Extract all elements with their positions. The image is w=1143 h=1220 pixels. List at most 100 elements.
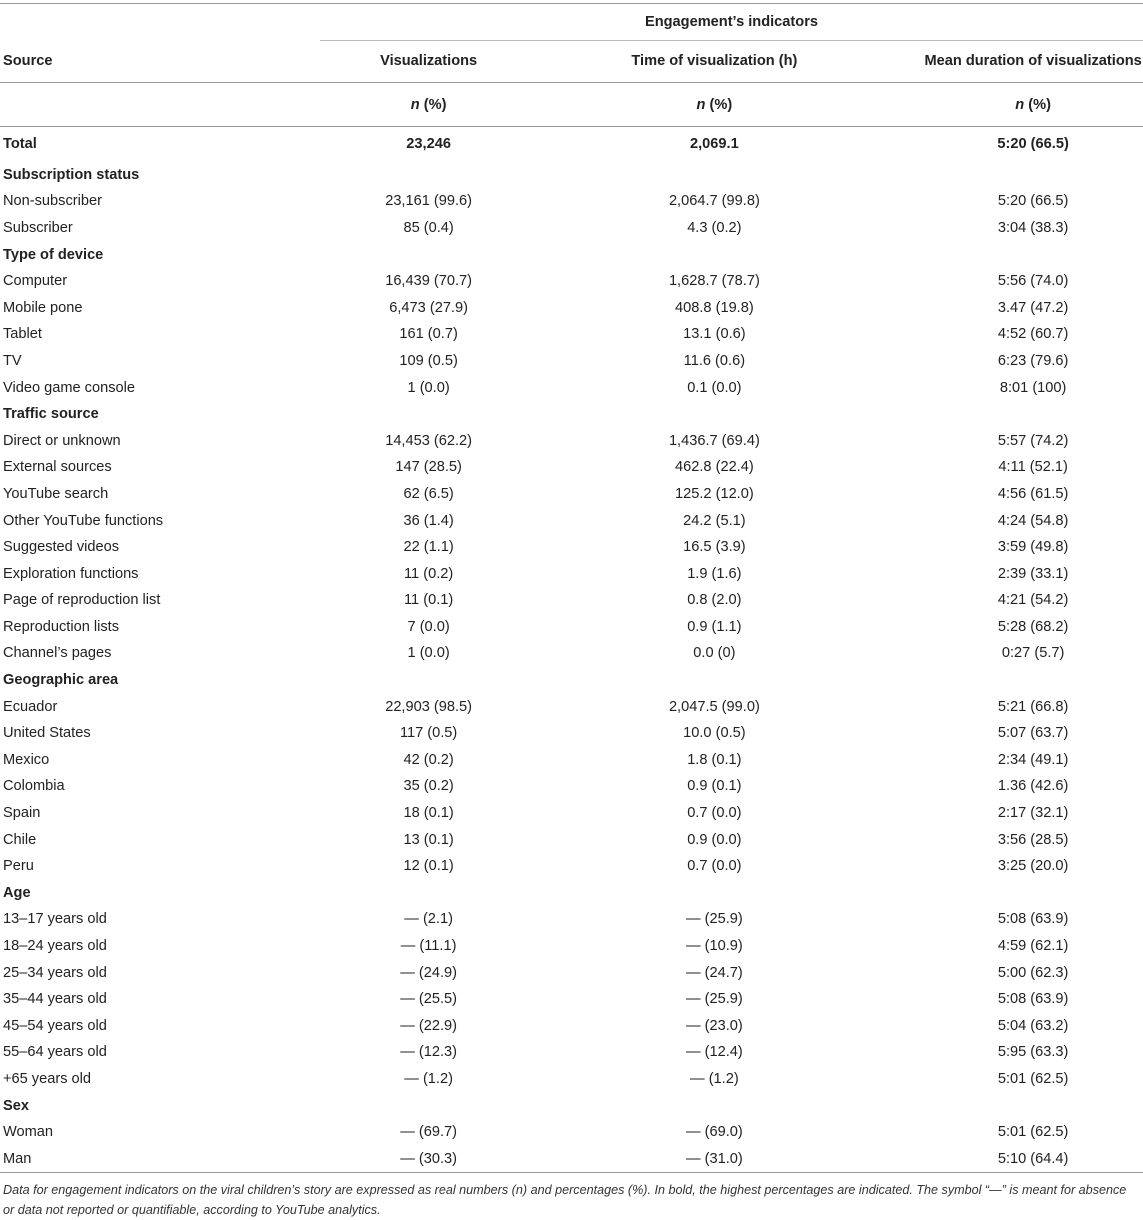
data-row: Other YouTube functions 36 (1.4) 24.2 (5.1… (0, 507, 1143, 534)
cell: 22,903 (98.5) (385, 698, 473, 715)
section-title: Age (3, 884, 31, 901)
section-row: Subscription status (0, 162, 1143, 189)
row-label: Colombia (3, 778, 65, 795)
total-row: Total 23,246 2,069.1 5:20 (66.5) (0, 127, 1143, 162)
data-row: 25–34 years old — (24.9) — (24.7) 5:00 (62.… (0, 959, 1143, 986)
cell: 462.8 (22.4) (675, 459, 754, 476)
cell: 2:34 (49.1) (997, 751, 1069, 768)
data-row: Mexico 42 (0.2) 1.8 (0.1) 2:34 (49.1) (0, 747, 1143, 774)
cell: 3:56 (28.5) (997, 831, 1069, 848)
unit-text: (%) (1028, 96, 1051, 113)
row-label: Direct or unknown (3, 432, 121, 449)
cell: — (69.7) (400, 1124, 458, 1141)
cell: 5:56 (74.0) (997, 273, 1069, 290)
cell: 11 (0.1) (404, 592, 454, 609)
row-label: Chile (3, 831, 37, 848)
data-row: Spain 18 (0.1) 0.7 (0.0) 2:17 (32.1) (0, 800, 1143, 827)
column-header: Mean duration of visualizations (924, 53, 1142, 70)
data-row: 45–54 years old — (22.9) — (23.0) 5:04 (63.… (0, 1013, 1143, 1040)
cell: 5:00 (62.3) (997, 964, 1069, 981)
data-row: Woman — (69.7) — (69.0) 5:01 (62.5) (0, 1119, 1143, 1146)
data-row: Direct or unknown 14,453 (62.2) 1,436.7 (6… (0, 427, 1143, 454)
row-label: External sources (3, 459, 112, 476)
cell: 6:23 (79.6) (997, 352, 1069, 369)
cell: 0.9 (0.1) (687, 778, 742, 795)
cell: — (22.9) (400, 1017, 458, 1034)
cell: — (25.5) (400, 991, 458, 1008)
cell: 5:10 (64.4) (997, 1150, 1069, 1167)
cell: 42 (0.2) (403, 751, 454, 768)
data-row: Subscriber 85 (0.4) 4.3 (0.2) 3:04 (38.3) (0, 215, 1143, 242)
data-row: YouTube search 62 (6.5) 125.2 (12.0) 4:56 (… (0, 481, 1143, 508)
cell: 1,436.7 (69.4) (668, 432, 760, 449)
data-table: Engagement’s indicators Source Visualiza… (0, 3, 1143, 1173)
cell: 0.7 (0.0) (687, 858, 742, 875)
cell: — (30.3) (400, 1150, 458, 1167)
data-row: Tablet 161 (0.7) 13.1 (0.6) 4:52 (60.7) (0, 321, 1143, 348)
section-row: Type of device (0, 241, 1143, 268)
column-header: Visualizations (380, 53, 478, 70)
cell: 3.47 (47.2) (997, 299, 1069, 316)
cell: 13 (0.1) (403, 831, 454, 848)
cell: 18 (0.1) (403, 805, 454, 822)
row-label: 55–64 years old (3, 1044, 107, 1061)
unit-symbol: n (696, 96, 706, 113)
cell: — (10.9) (685, 938, 743, 955)
cell: 5:01 (62.5) (997, 1070, 1069, 1087)
cell: 62 (6.5) (403, 485, 454, 502)
row-label: Mobile pone (3, 299, 83, 316)
cell: — (25.9) (685, 991, 743, 1008)
cell: 2:17 (32.1) (997, 805, 1069, 822)
cell: 125.2 (12.0) (675, 485, 754, 502)
column-header: Source (3, 53, 53, 70)
row-label: Exploration functions (3, 565, 139, 582)
cell: 4:56 (61.5) (997, 485, 1069, 502)
row-label: Channel’s pages (3, 645, 112, 662)
row-label: 35–44 years old (3, 991, 107, 1008)
data-row: Suggested videos 22 (1.1) 16.5 (3.9) 3:59 (… (0, 534, 1143, 561)
data-row: Computer 16,439 (70.7) 1,628.7 (78.7) 5:56 … (0, 268, 1143, 295)
unit-text: (%) (709, 96, 733, 113)
row-label: 13–17 years old (3, 911, 107, 928)
cell: — (1.2) (690, 1070, 739, 1087)
cell: 10.0 (0.5) (683, 725, 746, 742)
cell: — (69.0) (685, 1124, 743, 1141)
unit-cell: n (%) (572, 83, 858, 127)
row-label: TV (3, 352, 22, 369)
data-row: Channel’s pages 1 (0.0) 0.0 (0) 0:27 (5.7) (0, 640, 1143, 667)
unit-text: (%) (423, 96, 447, 113)
data-row: +65 years old — (1.2) — (1.2) 5:01 (62.5) (0, 1066, 1143, 1093)
cell: 4:11 (52.1) (998, 459, 1068, 476)
cell: 2,069.1 (690, 136, 739, 153)
cell: 5:01 (62.5) (997, 1124, 1069, 1141)
row-label: Woman (3, 1124, 54, 1141)
cell: 36 (1.4) (403, 512, 454, 529)
cell: — (1.2) (404, 1070, 453, 1087)
data-row: Ecuador 22,903 (98.5) 2,047.5 (99.0) 5:21 (… (0, 693, 1143, 720)
section-title: Type of device (3, 246, 104, 263)
cell: 1.8 (0.1) (687, 751, 742, 768)
data-row: Colombia 35 (0.2) 0.9 (0.1) 1.36 (42.6) (0, 773, 1143, 800)
row-label: Reproduction lists (3, 618, 119, 635)
row-label: YouTube search (3, 485, 109, 502)
cell: 3:04 (38.3) (997, 219, 1069, 236)
cell: 5:28 (68.2) (997, 618, 1069, 635)
data-row: Page of reproduction list 11 (0.1) 0.8 (2.… (0, 587, 1143, 614)
data-row: United States 117 (0.5) 10.0 (0.5) 5:07 (63… (0, 720, 1143, 747)
data-row: 35–44 years old — (25.5) — (25.9) 5:08 (63.… (0, 986, 1143, 1013)
cell: 16,439 (70.7) (385, 273, 473, 290)
cell: — (31.0) (685, 1150, 743, 1167)
empty-cell (0, 83, 286, 127)
cell: 5:57 (74.2) (997, 432, 1069, 449)
group-header-cell: Engagement’s indicators (0, 4, 1143, 41)
row-label: 25–34 years old (3, 964, 107, 981)
data-row: 18–24 years old — (11.1) — (10.9) 4:59 (62.… (0, 933, 1143, 960)
cell: 5:04 (63.2) (997, 1017, 1069, 1034)
section-row: Sex (0, 1092, 1143, 1119)
cell: 5:95 (63.3) (997, 1044, 1069, 1061)
data-row: Peru 12 (0.1) 0.7 (0.0) 3:25 (20.0) (0, 853, 1143, 880)
data-row: Non-subscriber 23,161 (99.6) 2,064.7 (99.8… (0, 188, 1143, 215)
row-label: Non-subscriber (3, 193, 102, 210)
data-row: Video game console 1 (0.0) 0.1 (0.0) 8:01 (… (0, 374, 1143, 401)
group-header: Engagement’s indicators (644, 14, 818, 31)
